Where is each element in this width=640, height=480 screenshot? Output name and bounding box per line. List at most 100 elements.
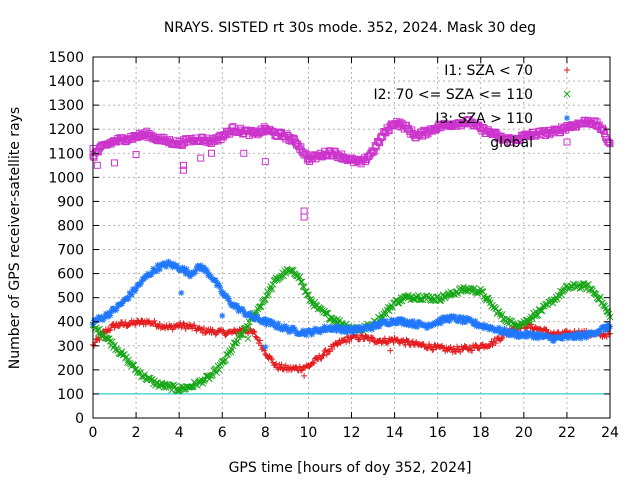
series-outlier-global: [111, 159, 119, 167]
series-point-i3-sza-110: [436, 315, 443, 322]
series-point-i3-sza-110: [182, 270, 189, 277]
series-outlier-global: [261, 158, 269, 166]
series-point-i3-sza-110: [231, 301, 238, 308]
series-point-i3-sza-110: [108, 308, 115, 315]
series-point-i3-sza-110: [195, 263, 202, 270]
series-point-i1-sza-70: [273, 360, 280, 367]
series-outlier-global: [179, 166, 187, 174]
series-point-global: [289, 134, 297, 142]
x-tick-label: 16: [429, 425, 447, 441]
series-point-i1-sza-70: [366, 337, 373, 344]
series-point-i3-sza-110: [288, 328, 295, 335]
y-tick-label: 300: [57, 339, 84, 355]
series-point-i3-sza-110: [275, 320, 282, 327]
series-point-i3-sza-110: [153, 268, 160, 275]
series-outlier-i3-sza-110: [178, 289, 185, 296]
series-point-i3-sza-110: [374, 320, 381, 327]
x-tick-label: 8: [261, 425, 270, 441]
y-tick-label: 900: [57, 194, 84, 210]
x-tick-label: 6: [218, 425, 227, 441]
series-point-i3-sza-110: [197, 262, 204, 269]
series-point-i1-sza-70: [200, 325, 207, 332]
series-point-i2-70-sza-110: [240, 325, 248, 332]
series-point-i1-sza-70: [136, 320, 143, 327]
series-point-i1-sza-70: [197, 326, 204, 333]
series-point-i3-sza-110: [572, 331, 579, 338]
series-point-i3-sza-110: [192, 269, 199, 276]
x-tick-label: 12: [343, 425, 361, 441]
series-point-i3-sza-110: [408, 322, 415, 329]
series-point-i3-sza-110: [216, 282, 223, 289]
series-point-i3-sza-110: [218, 288, 225, 295]
series-point-i3-sza-110: [367, 324, 374, 331]
series-point-i2-70-sza-110: [93, 326, 101, 333]
series-outlier-i1-sza-70: [374, 337, 381, 344]
series-point-i3-sza-110: [174, 262, 181, 269]
series-point-i3-sza-110: [156, 266, 163, 273]
series-point-i2-70-sza-110: [585, 280, 592, 288]
series-point-i1-sza-70: [430, 346, 437, 353]
series-point-i1-sza-70: [297, 367, 304, 374]
series-outlier-i1-sza-70: [387, 347, 394, 354]
series-point-i3-sza-110: [332, 324, 339, 331]
series-point-i3-sza-110: [486, 326, 493, 333]
series-point-i2-70-sza-110: [228, 346, 236, 353]
series-point-i3-sza-110: [181, 265, 188, 272]
series-point-i3-sza-110: [206, 271, 213, 278]
y-tick-label: 700: [57, 243, 84, 259]
series-point-i1-sza-70: [115, 323, 122, 330]
series-point-i3-sza-110: [292, 327, 299, 334]
series-point-i1-sza-70: [251, 329, 258, 336]
series-point-i1-sza-70: [122, 319, 129, 326]
series-point-i3-sza-110: [125, 295, 132, 302]
x-tick-label: 2: [132, 425, 141, 441]
series-point-i3-sza-110: [387, 321, 394, 328]
series-point-i2-70-sza-110: [446, 291, 453, 299]
legend-label-i2-70-sza-110: I2: 70 <= SZA <= 110: [373, 87, 533, 103]
series-point-i3-sza-110: [584, 333, 591, 340]
series-i3-sza-110: [90, 258, 613, 351]
series-point-i3-sza-110: [501, 326, 508, 333]
series-point-i1-sza-70: [310, 360, 317, 367]
series-point-global: [385, 127, 393, 135]
series-outlier-i3-sza-110: [262, 344, 269, 351]
series-point-i3-sza-110: [262, 316, 269, 323]
series-point-i3-sza-110: [183, 266, 190, 273]
series-point-i3-sza-110: [389, 320, 396, 327]
series-point-i1-sza-70: [323, 351, 330, 358]
series-point-i1-sza-70: [318, 355, 325, 362]
series-point-i3-sza-110: [390, 317, 397, 324]
series-point-i3-sza-110: [140, 275, 147, 282]
series-point-i3-sza-110: [303, 332, 310, 339]
series-point-i2-70-sza-110: [218, 358, 226, 365]
x-tick-label: 4: [175, 425, 184, 441]
series-point-i3-sza-110: [239, 306, 246, 313]
series-point-i3-sza-110: [214, 280, 221, 287]
series-point-i3-sza-110: [138, 278, 145, 285]
series-point-i3-sza-110: [326, 323, 333, 330]
series-point-i3-sza-110: [234, 302, 241, 309]
series-point-i3-sza-110: [446, 317, 453, 324]
series-point-i3-sza-110: [220, 289, 227, 296]
series-point-i2-70-sza-110: [596, 293, 604, 301]
series-point-i2-70-sza-110: [514, 322, 521, 329]
y-tick-label: 1500: [48, 50, 84, 66]
series-point-i3-sza-110: [321, 323, 328, 330]
series-point-i3-sza-110: [506, 331, 513, 338]
series-point-i3-sza-110: [148, 271, 155, 278]
series-point-i1-sza-70: [191, 322, 198, 329]
legend-marker-i3-sza-110: [564, 115, 570, 121]
series-point-i2-70-sza-110: [256, 303, 264, 310]
series-point-i3-sza-110: [451, 313, 458, 320]
series-outlier-global: [240, 149, 248, 157]
series-point-i3-sza-110: [351, 328, 358, 335]
series-point-i3-sza-110: [144, 270, 151, 277]
series-point-i1-sza-70: [231, 326, 238, 333]
series-point-i3-sza-110: [437, 320, 444, 327]
series-point-i3-sza-110: [196, 265, 203, 272]
series-point-i3-sza-110: [185, 270, 192, 277]
series-point-i3-sza-110: [393, 320, 400, 327]
series-point-i1-sza-70: [486, 343, 493, 350]
series-point-i1-sza-70: [489, 341, 496, 348]
